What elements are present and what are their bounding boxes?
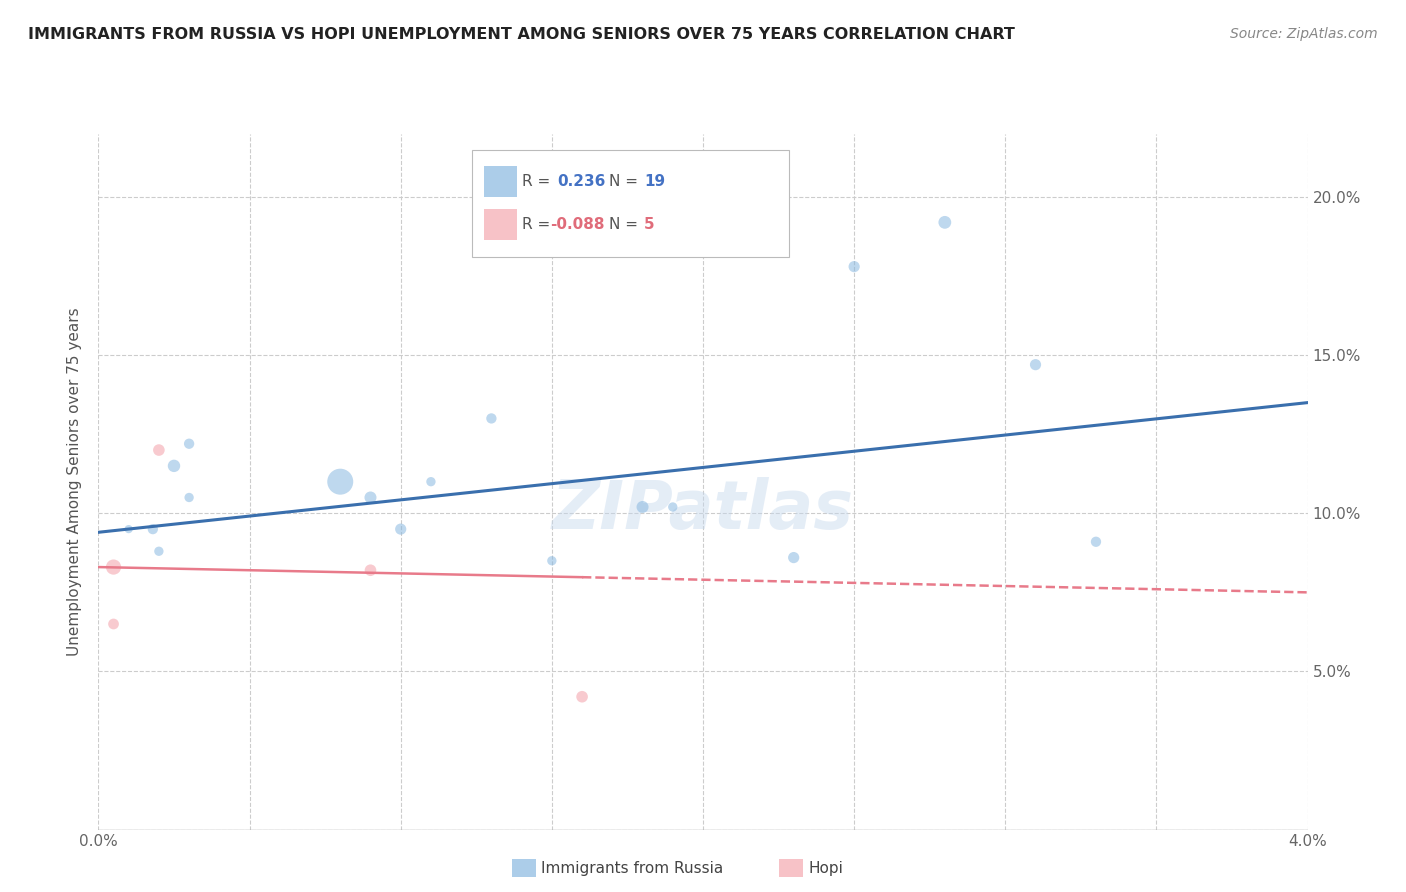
Point [103, 560, 125, 574]
Point [118, 522, 141, 536]
Text: 0.236: 0.236 [557, 175, 605, 189]
Point [631, 500, 654, 514]
Point [329, 475, 352, 489]
Point [1085, 534, 1108, 549]
Point [783, 550, 806, 565]
Text: R =: R = [522, 175, 555, 189]
Point [179, 491, 201, 505]
Y-axis label: Unemployment Among Seniors over 75 years: Unemployment Among Seniors over 75 years [67, 308, 83, 656]
Point [662, 500, 685, 514]
Point [360, 491, 382, 505]
Text: 19: 19 [644, 175, 665, 189]
Point [481, 411, 503, 425]
Point [103, 617, 125, 632]
Point [148, 544, 170, 558]
Text: N =: N = [609, 218, 643, 232]
Text: Immigrants from Russia: Immigrants from Russia [541, 861, 724, 876]
Point [142, 522, 165, 536]
Text: Hopi: Hopi [808, 861, 844, 876]
Text: R =: R = [522, 218, 555, 232]
Point [163, 458, 186, 473]
Text: -0.088: -0.088 [550, 218, 605, 232]
Text: Source: ZipAtlas.com: Source: ZipAtlas.com [1230, 27, 1378, 41]
Point [1025, 358, 1047, 372]
Text: IMMIGRANTS FROM RUSSIA VS HOPI UNEMPLOYMENT AMONG SENIORS OVER 75 YEARS CORRELAT: IMMIGRANTS FROM RUSSIA VS HOPI UNEMPLOYM… [28, 27, 1015, 42]
Point [179, 436, 201, 450]
Point [148, 443, 170, 458]
Point [571, 690, 593, 704]
Text: ZIPatlas: ZIPatlas [553, 476, 853, 542]
Point [934, 215, 956, 229]
Point [844, 260, 866, 274]
Point [389, 522, 412, 536]
Point [541, 554, 564, 568]
Point [420, 475, 443, 489]
Text: N =: N = [609, 175, 643, 189]
Point [360, 563, 382, 577]
Text: 5: 5 [644, 218, 655, 232]
